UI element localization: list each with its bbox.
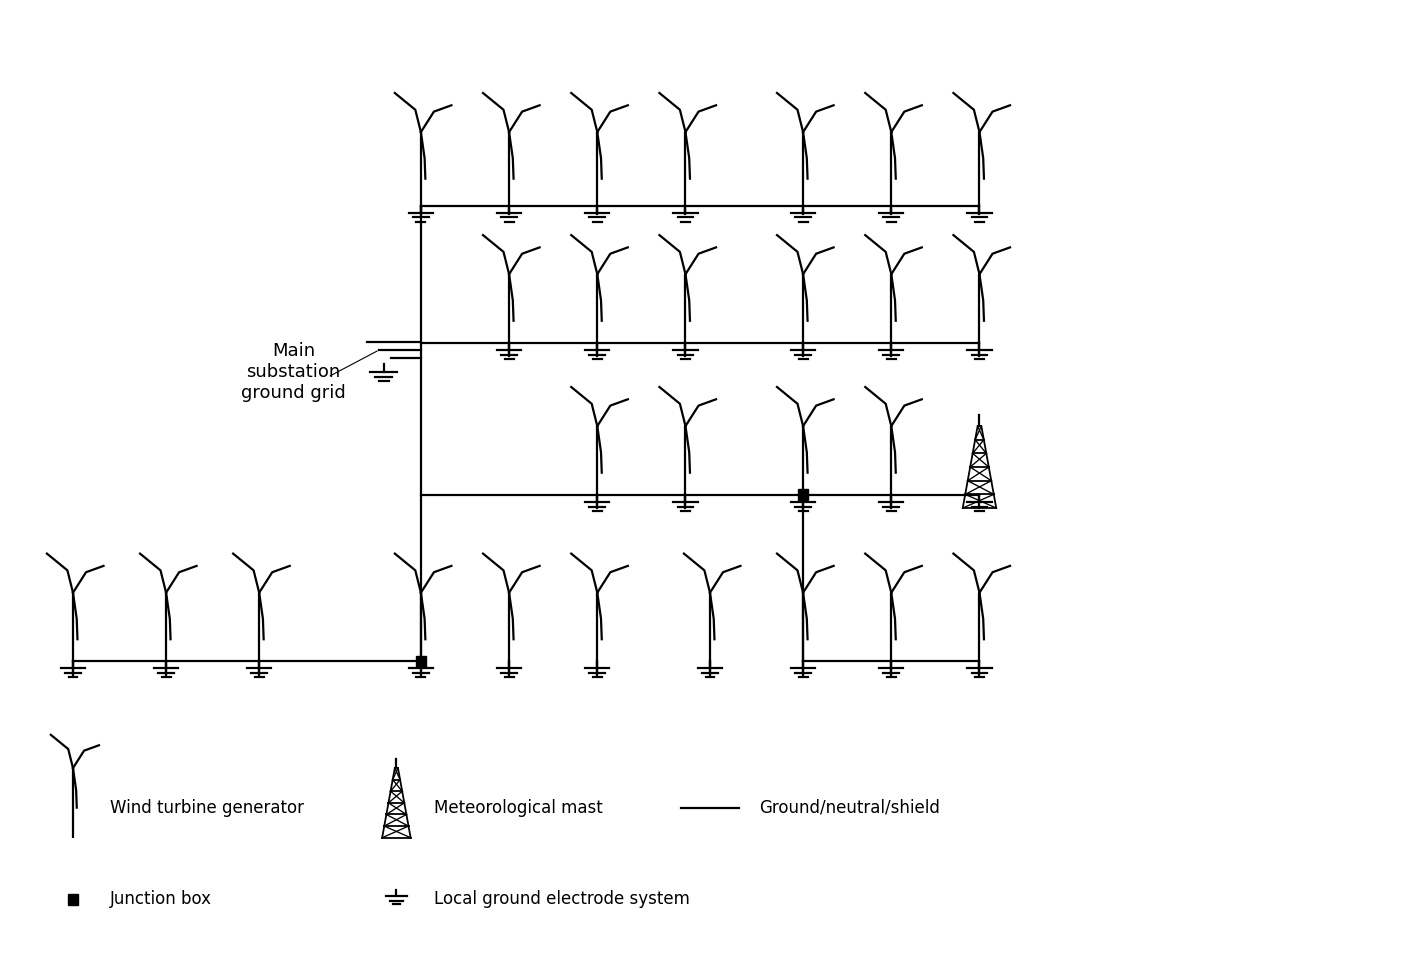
Text: Junction box: Junction box (111, 891, 213, 908)
Bar (68, 894, 78, 905)
Text: Main
substation
ground grid: Main substation ground grid (241, 343, 346, 402)
Text: Local ground electrode system: Local ground electrode system (434, 891, 690, 908)
Text: Wind turbine generator: Wind turbine generator (111, 799, 304, 817)
Text: Meteorological mast: Meteorological mast (434, 799, 603, 817)
Bar (416, 656, 426, 666)
Bar (797, 490, 809, 500)
Text: Ground/neutral/shield: Ground/neutral/shield (759, 799, 939, 817)
